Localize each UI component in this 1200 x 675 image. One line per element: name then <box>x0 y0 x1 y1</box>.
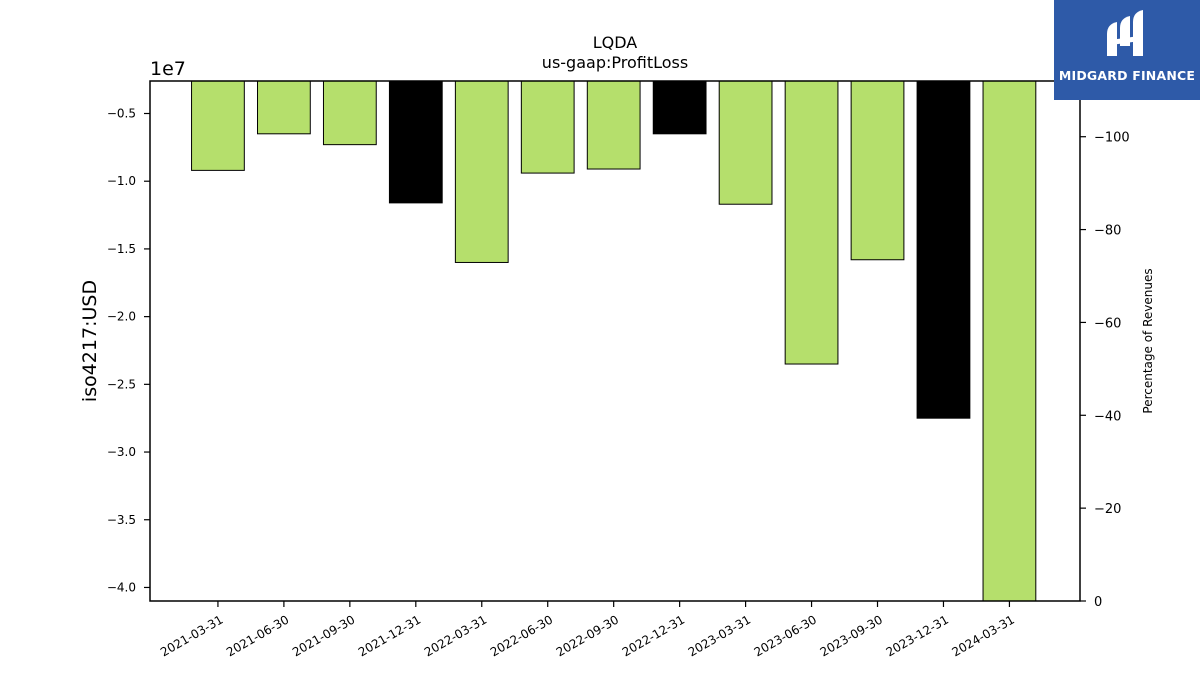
bar-2023-06-30 <box>784 80 839 365</box>
y2-tick-label: 0 <box>1094 595 1102 610</box>
bar-2024-03-31 <box>982 80 1037 602</box>
bar-2023-03-31 <box>718 80 773 205</box>
x-tick-label: 2021-06-30 <box>224 612 291 659</box>
x-tick-label: 2023-09-30 <box>818 612 885 659</box>
bar-2022-06-30 <box>520 80 575 174</box>
x-tick-label: 2022-12-31 <box>620 612 687 659</box>
y-tick-label: −0.5 <box>107 107 136 121</box>
y2-ticks-group: −100 −80 −60 −40 −20 0 <box>1080 131 1130 610</box>
y-multiplier-label: 1e7 <box>150 58 186 80</box>
y-tick-label: −1.0 <box>107 174 136 188</box>
bar-2022-12-31 <box>652 80 707 135</box>
y2-tick-label: −40 <box>1094 409 1121 424</box>
y2-tick-label: −80 <box>1094 224 1121 239</box>
x-tick-label: 2021-03-31 <box>158 612 225 659</box>
x-tick-label: 2021-09-30 <box>290 612 357 659</box>
y-tick-label: −3.0 <box>107 445 136 459</box>
midgard-finance-logo: MIDGARD FINANCE <box>1054 0 1200 100</box>
y-tick-label: −2.0 <box>107 310 136 324</box>
y2-tick-label: −100 <box>1094 131 1130 146</box>
y2-axis-label: Percentage of Revenues <box>1141 268 1155 413</box>
axes-frame <box>149 80 1081 602</box>
logo-text: MIDGARD FINANCE <box>1058 68 1196 83</box>
bar-2021-09-30 <box>322 80 377 146</box>
chart-title: LQDA <box>593 33 638 52</box>
x-ticks-group: 2021-03-312021-06-302021-09-302021-12-31… <box>158 601 1017 659</box>
y-ticks-group: −0.5 −1.0 −1.5 −2.0 −2.5 −3.0 −3.5 −4.0 <box>107 107 150 594</box>
y-tick-label: −1.5 <box>107 242 136 256</box>
y-axis-label: iso4217:USD <box>79 280 101 402</box>
bar-2022-03-31 <box>454 80 509 263</box>
x-tick-label: 2022-09-30 <box>554 612 621 659</box>
chart-subtitle: us-gaap:ProfitLoss <box>542 53 688 72</box>
y-tick-label: −4.0 <box>107 580 136 594</box>
y-tick-label: −3.5 <box>107 513 136 527</box>
y-tick-label: −2.5 <box>107 377 136 391</box>
bar-2021-06-30 <box>257 80 311 135</box>
x-tick-label: 2023-03-31 <box>686 612 753 659</box>
bars-group <box>191 80 1037 602</box>
bar-2023-12-31 <box>916 80 971 419</box>
x-tick-label: 2023-06-30 <box>752 612 819 659</box>
bar-2021-03-31 <box>191 80 245 171</box>
x-tick-label: 2024-03-31 <box>950 612 1017 659</box>
bar-2023-09-30 <box>850 80 905 261</box>
x-tick-label: 2021-12-31 <box>356 612 423 659</box>
y2-tick-label: −20 <box>1094 502 1121 517</box>
y2-tick-label: −60 <box>1094 316 1121 331</box>
midgard-logo-icon <box>1107 10 1143 56</box>
bar-2022-09-30 <box>586 80 641 170</box>
x-tick-label: 2023-12-31 <box>884 612 951 659</box>
bar-2021-12-31 <box>388 80 443 204</box>
x-tick-label: 2022-03-31 <box>422 612 489 659</box>
x-tick-label: 2022-06-30 <box>488 612 555 659</box>
